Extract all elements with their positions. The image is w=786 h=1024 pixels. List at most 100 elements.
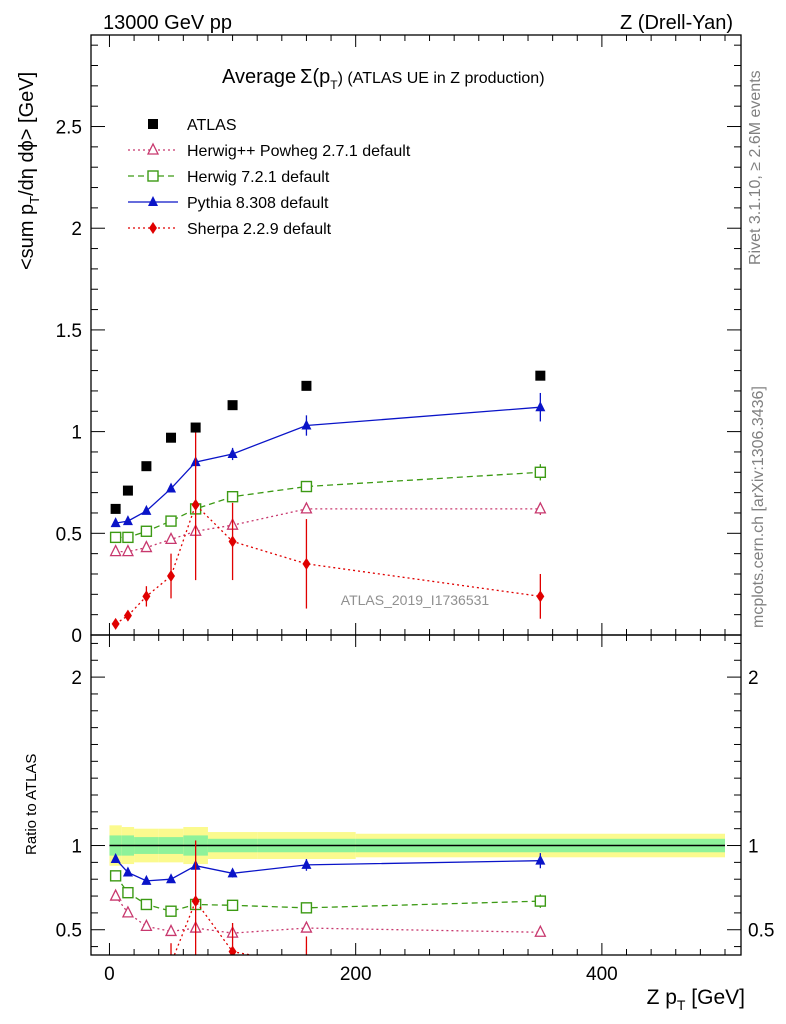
ratio-pythia-8-308-default-point <box>301 858 312 869</box>
main-data-layer <box>109 370 547 630</box>
y-tick-label: 2.5 <box>56 118 82 139</box>
ratio-herwig-7-2-1-default-point <box>226 899 239 912</box>
ratio-sherpa-2-2-9-default-point <box>112 993 120 1005</box>
main-herwig-powheg-2-7-1-default-point <box>109 544 122 557</box>
chart-title: Average Σ(pT) (ATLAS UE in Z production) <box>222 66 545 92</box>
ratio-y-tick-label-right: 2 <box>748 668 759 689</box>
main-atlas-point <box>122 485 133 496</box>
main-sherpa-2-2-9-default-point <box>191 498 200 511</box>
main-sherpa-2-2-9-default-point <box>167 570 176 583</box>
chart-title-sub: T <box>330 78 338 92</box>
ratio-herwig-7-2-1-default-point <box>165 905 177 917</box>
header-left: 13000 GeV pp <box>103 12 232 34</box>
x-axis-title: Z pT [GeV] <box>647 986 745 1013</box>
ratio-y-axis-title: Ratio to ATLAS <box>23 754 40 855</box>
main-herwig-powheg-2-7-1-default-point <box>140 540 153 553</box>
ratio-pythia-8-308-default-point <box>535 854 546 865</box>
main-herwig-powheg-2-7-1-default-point <box>300 501 313 514</box>
y-axis-title-sub: T <box>27 196 42 204</box>
main-herwig-7-2-1-default-point <box>122 531 134 544</box>
ratio-herwig-powheg-2-7-1-default-point <box>300 920 313 933</box>
chart-title-prefix: Average <box>222 66 296 88</box>
y-axis-title-rest: /dη dϕ> [GeV] <box>16 72 38 196</box>
main-herwig-powheg-2-7-1-default-point <box>164 531 178 545</box>
legend-label-herwig-powheg-2-7-1-default: Herwig++ Powheg 2.7.1 default <box>187 143 411 160</box>
main-sherpa-2-2-9-default-point <box>111 617 120 630</box>
x-tick-label: 0 <box>104 964 115 985</box>
main-pythia-8-308-default-point <box>122 515 133 526</box>
ratio-herwig-powheg-2-7-1-default-point <box>140 918 153 932</box>
chart-title-suffix: ) (ATLAS UE in Z production) <box>338 70 545 87</box>
ratio-herwig-7-2-1-default-point <box>300 902 313 914</box>
ratio-y-tick-label-left: 1 <box>71 837 82 858</box>
ratio-herwig-powheg-2-7-1-default-point <box>164 923 178 937</box>
main-herwig-powheg-2-7-1-default-line <box>115 508 541 553</box>
ratio-herwig-powheg-2-7-1-default-line <box>115 895 541 934</box>
main-sherpa-2-2-9-default-point <box>536 590 545 603</box>
main-herwig-powheg-2-7-1-default-point <box>121 544 134 557</box>
x-axis-title-main: Z p <box>647 986 677 1009</box>
ratio-frame <box>90 634 742 956</box>
y-tick-label: 0 <box>71 626 82 647</box>
y-tick-label: 0.5 <box>56 524 82 545</box>
ratio-y-tick-label-right: 0.5 <box>748 921 774 942</box>
legend-marker-sherpa-2-2-9-default <box>149 222 157 234</box>
main-herwig-7-2-1-default-point <box>140 525 153 537</box>
main-pythia-8-308-default-point <box>166 482 177 493</box>
main-pythia-8-308-default-point <box>110 517 121 528</box>
ratio-herwig-7-2-1-default-point <box>109 870 122 882</box>
ratio-pythia-8-308-default-point <box>227 867 238 878</box>
legend-label-pythia-8-308-default: Pythia 8.308 default <box>187 195 329 212</box>
rivet-label: Rivet 3.1.10, ≥ 2.6M events <box>747 70 764 265</box>
header-right: Z (Drell-Yan) <box>620 12 733 34</box>
y-axis-title-main: <sum p <box>16 204 38 270</box>
ratio-herwig-7-2-1-default-point <box>534 895 547 907</box>
main-herwig-7-2-1-default-point <box>109 531 122 544</box>
main-pythia-8-308-default-point <box>301 419 312 430</box>
ratio-y-tick-label-left: 0.5 <box>56 921 82 942</box>
main-pythia-8-308-default-point <box>141 504 152 515</box>
main-herwig-7-2-1-default-point <box>300 480 313 493</box>
main-sherpa-2-2-9-default-point <box>123 609 132 622</box>
main-herwig-7-2-1-default-line <box>115 471 541 539</box>
x-axis-title-rest: [GeV] <box>685 986 745 1009</box>
ratio-herwig-7-2-1-default-point <box>140 898 153 911</box>
main-sherpa-2-2-9-default-point <box>142 590 151 603</box>
chart-title-sigma: Σ(p <box>300 66 330 88</box>
legend-label-herwig-7-2-1-default: Herwig 7.2.1 default <box>187 169 330 186</box>
ratio-herwig-powheg-2-7-1-default-point <box>534 924 547 937</box>
legend: ATLAS Herwig++ Powheg 2.7.1 default Herwig… <box>128 117 411 238</box>
legend-label-atlas: ATLAS <box>187 117 237 134</box>
x-tick-label: 200 <box>340 964 372 985</box>
analysis-watermark: ATLAS_2019_I1736531 <box>341 592 490 608</box>
y-tick-label: 1.5 <box>56 321 82 342</box>
ratio-pythia-8-308-default-point <box>166 873 177 884</box>
main-atlas-point <box>301 380 312 391</box>
main-plot: 0 0.5 1 1.5 2 2.5 <box>56 34 742 955</box>
main-herwig-7-2-1-default-point <box>165 515 177 527</box>
legend-marker-herwig-7-2-1-default <box>147 170 159 182</box>
x-axis-title-sub: T <box>677 997 686 1013</box>
ratio-sherpa-2-2-9-default-point <box>302 959 310 971</box>
legend-marker-pythia-8-308-default <box>148 196 158 206</box>
main-herwig-7-2-1-default-point <box>226 490 239 503</box>
ratio-herwig-powheg-2-7-1-default-point <box>121 905 134 918</box>
ratio-sherpa-2-2-9-default-line <box>173 899 255 955</box>
ratio-herwig-powheg-2-7-1-default-point <box>109 888 122 901</box>
main-herwig-7-2-1-default-point <box>534 466 547 478</box>
main-atlas-point <box>190 422 201 433</box>
y-axis-title: <sum pT/dη dϕ> [GeV] <box>16 72 42 270</box>
legend-marker-herwig-powheg-2-7-1-default <box>146 142 160 155</box>
ratio-herwig-7-2-1-default-line <box>115 875 541 912</box>
ratio-data-layer <box>109 825 725 1005</box>
main-sherpa-2-2-9-default-point <box>302 557 311 570</box>
main-atlas-point <box>227 400 238 411</box>
ratio-sherpa-2-2-9-default-point <box>228 945 237 955</box>
legend-marker-atlas <box>148 119 158 129</box>
ratio-pythia-8-308-default-point <box>122 866 133 877</box>
main-pythia-8-308-default-point <box>535 401 546 412</box>
main-atlas-point <box>166 432 177 443</box>
ratio-sherpa-2-2-9-default-point <box>536 983 544 995</box>
ratio-y-tick-label-left: 2 <box>71 668 82 689</box>
ratio-herwig-7-2-1-default-point <box>122 886 134 899</box>
